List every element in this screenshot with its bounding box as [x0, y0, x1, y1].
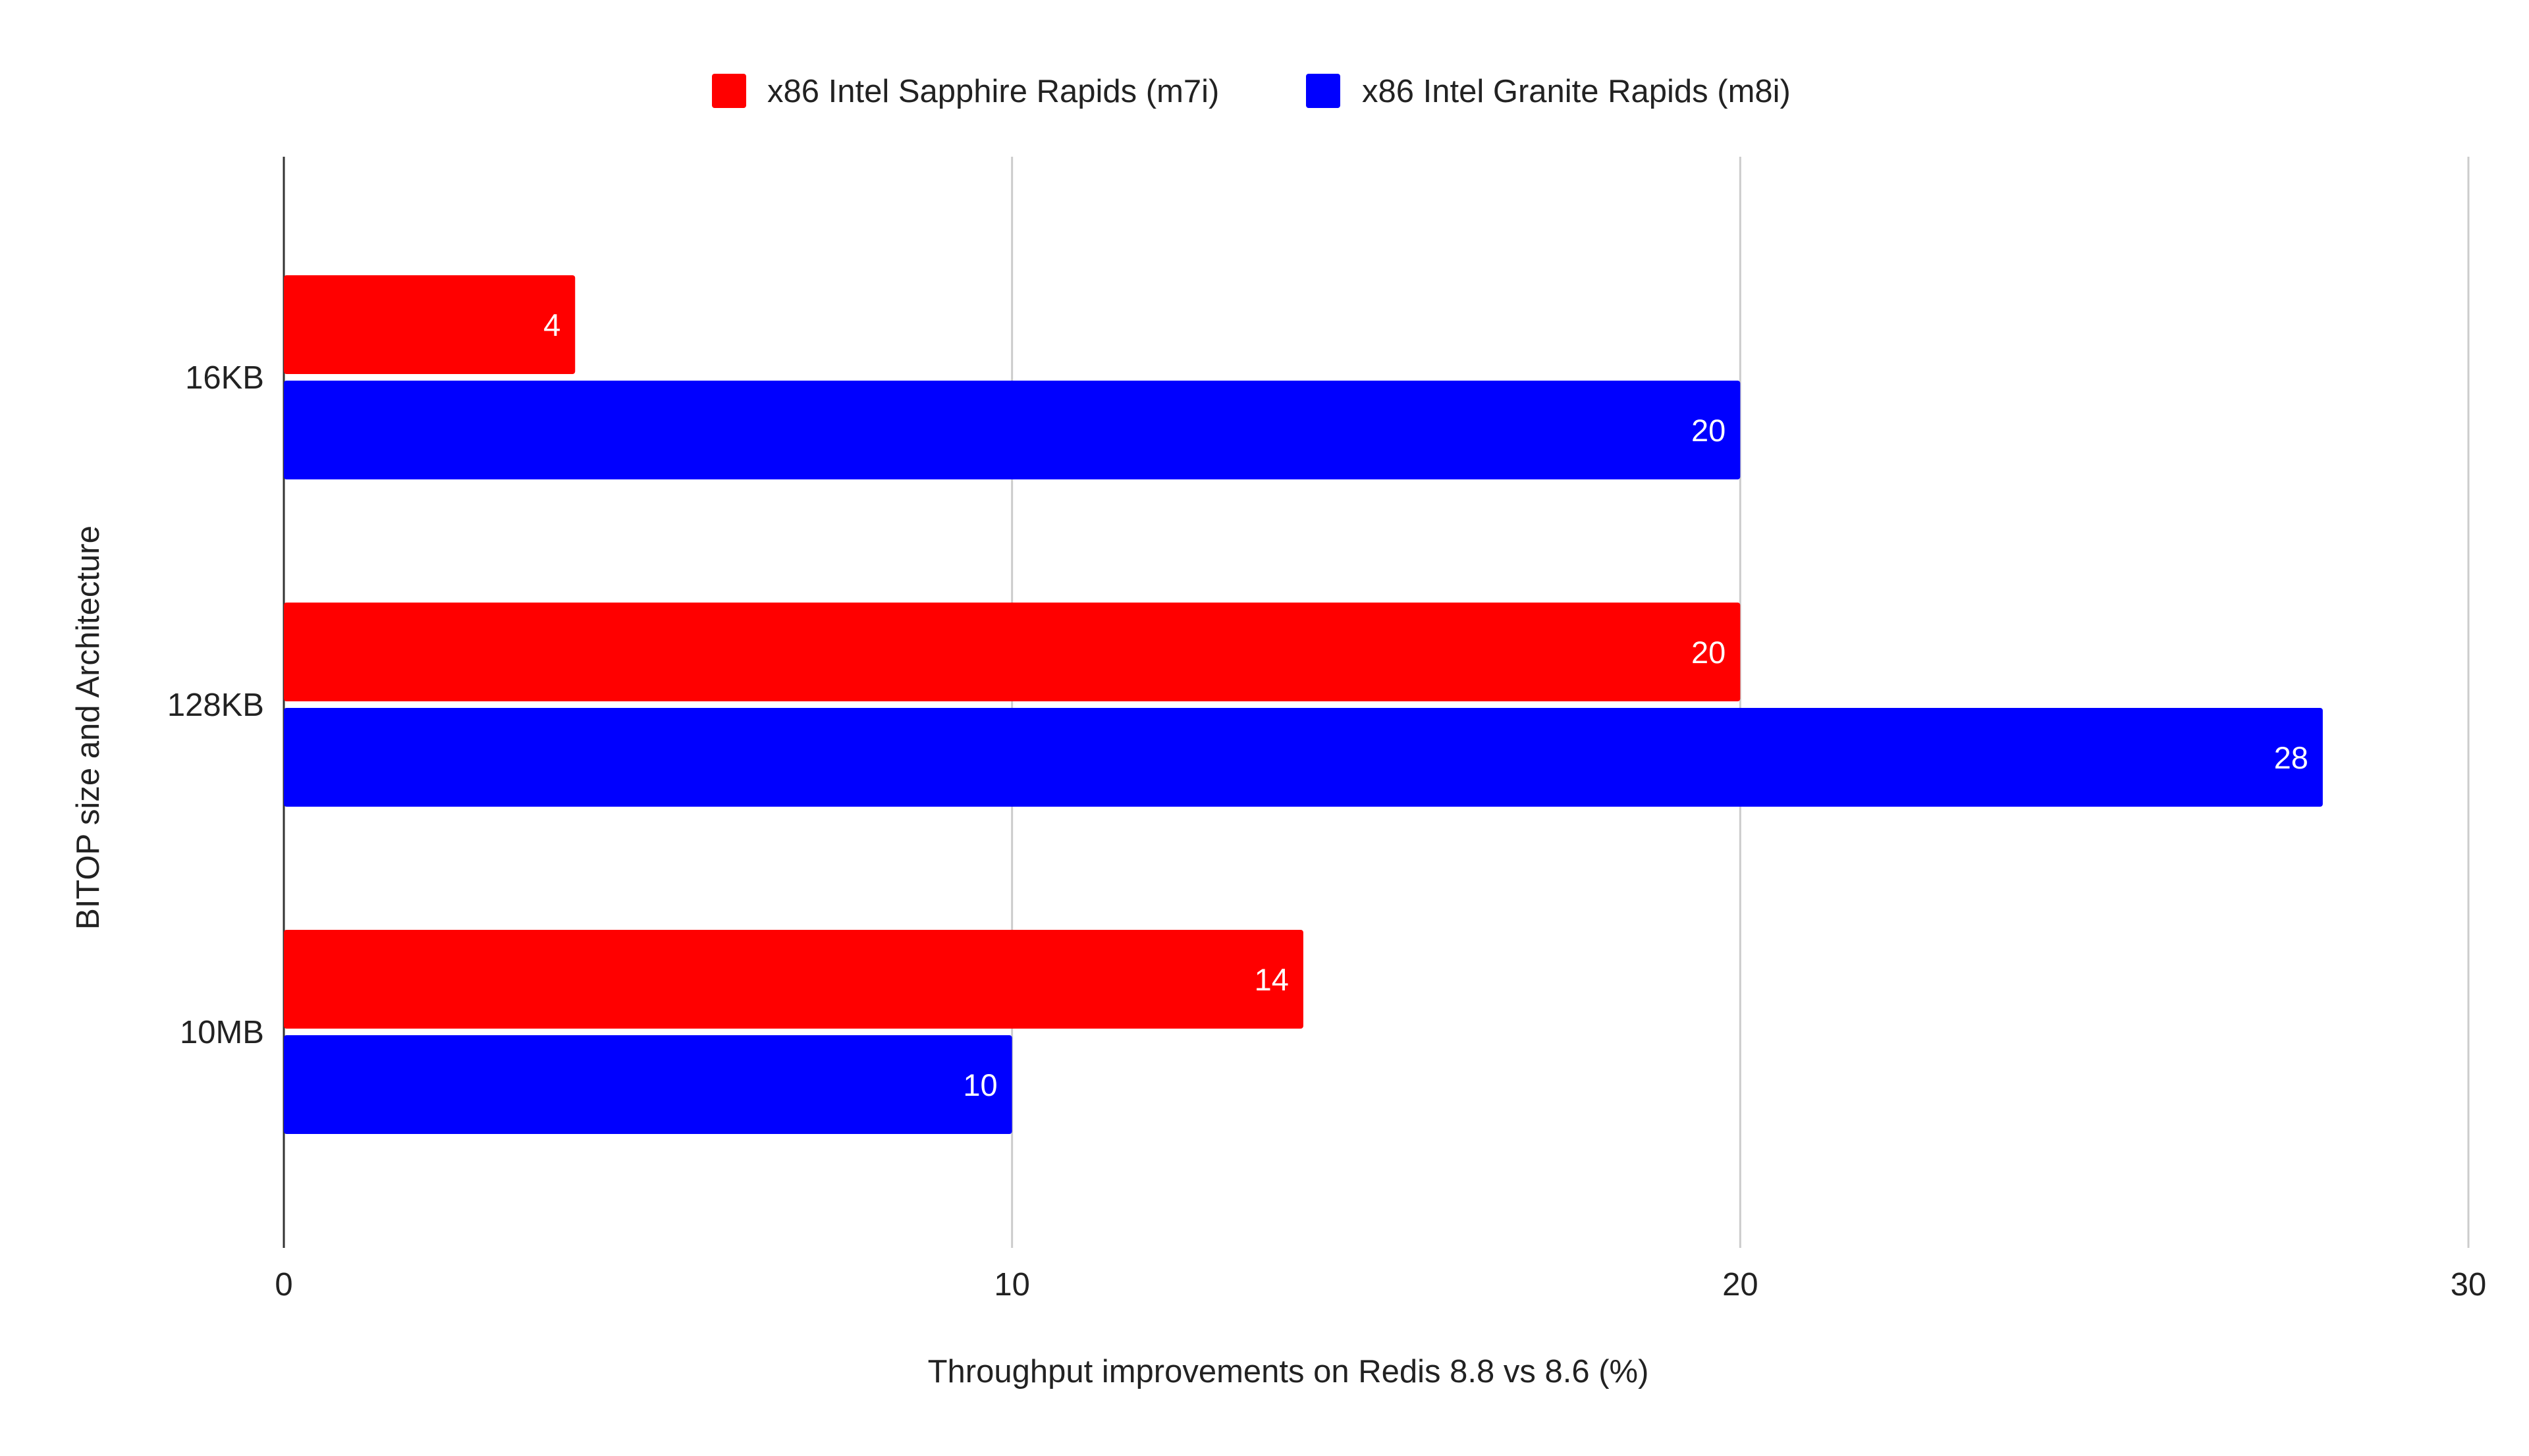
legend: x86 Intel Sapphire Rapids (m7i) x86 Inte…	[712, 74, 1791, 109]
bar-128kb-series-2	[284, 708, 2323, 807]
gridlines	[1011, 157, 2470, 1248]
bars	[284, 275, 2323, 1134]
data-label-16kb-series-1: 4	[543, 308, 560, 342]
bar-16kb-series-1	[284, 275, 576, 374]
bar-128kb-series-1	[284, 603, 1741, 701]
x-axis-title: Throughput improvements on Redis 8.8 vs …	[928, 1354, 1649, 1389]
legend-swatch-granite-rapids	[1306, 74, 1340, 108]
x-tick-label-10: 10	[994, 1267, 1030, 1303]
legend-label-sapphire-rapids: x86 Intel Sapphire Rapids (m7i)	[767, 74, 1219, 109]
y-axis-title: BITOP size and Architecture	[70, 526, 106, 930]
bar-10mb-series-1	[284, 930, 1303, 1029]
data-label-128kb-series-2: 28	[2274, 740, 2308, 775]
legend-swatch-sapphire-rapids	[712, 74, 746, 108]
bar-16kb-series-2	[284, 381, 1741, 479]
bar-10mb-series-2	[284, 1035, 1012, 1134]
x-tick-label-30: 30	[2451, 1267, 2487, 1303]
y-axis-ticks: 16KB 128KB 10MB	[167, 360, 264, 1050]
data-label-16kb-series-2: 20	[1691, 413, 1726, 448]
y-tick-label-128kb: 128KB	[167, 688, 264, 723]
data-label-128kb-series-1: 20	[1691, 635, 1726, 670]
x-tick-label-0: 0	[275, 1267, 292, 1303]
x-tick-label-20: 20	[1722, 1267, 1758, 1303]
y-tick-label-10mb: 10MB	[180, 1015, 264, 1050]
x-axis-ticks: 0 10 20 30	[275, 1267, 2486, 1303]
data-label-10mb-series-2: 10	[963, 1067, 997, 1102]
y-tick-label-16kb: 16KB	[185, 360, 264, 396]
data-label-10mb-series-1: 14	[1255, 962, 1289, 997]
legend-label-granite-rapids: x86 Intel Granite Rapids (m8i)	[1362, 74, 1791, 109]
value-labels: 4 20 20 28 14 10	[543, 308, 2308, 1102]
